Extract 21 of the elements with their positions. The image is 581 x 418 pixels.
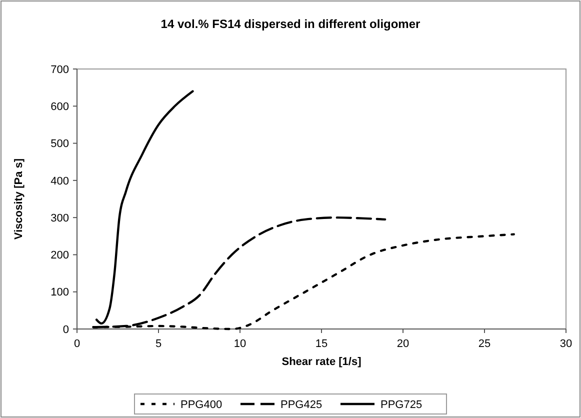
- x-tick-label: 10: [234, 338, 246, 350]
- x-tick-label: 5: [155, 338, 162, 350]
- y-tick-label: 500: [50, 138, 69, 150]
- y-tick-label: 400: [50, 175, 69, 188]
- x-axis-title: Shear rate [1/s]: [282, 356, 362, 368]
- x-tick-label: 30: [560, 338, 572, 350]
- y-tick-label: 0: [62, 324, 69, 336]
- x-tick-label: 0: [74, 338, 80, 350]
- y-tick-label: 700: [50, 64, 69, 76]
- legend-label: PPG400: [180, 398, 222, 411]
- x-tick-label: 15: [315, 338, 328, 350]
- y-tick-label: 100: [50, 286, 69, 299]
- legend-label: PPG725: [380, 398, 422, 411]
- x-tick-label: 25: [478, 338, 491, 350]
- x-tick-label: 20: [396, 338, 410, 350]
- y-tick-label: 600: [50, 100, 69, 113]
- legend-label: PPG425: [280, 398, 322, 411]
- y-tick-label: 200: [50, 250, 69, 262]
- chart-title: 14 vol.% FS14 dispersed in different oligomer: [160, 17, 421, 31]
- y-tick-label: 300: [50, 212, 69, 224]
- y-axis-title: Viscosity [Pa s]: [13, 158, 25, 240]
